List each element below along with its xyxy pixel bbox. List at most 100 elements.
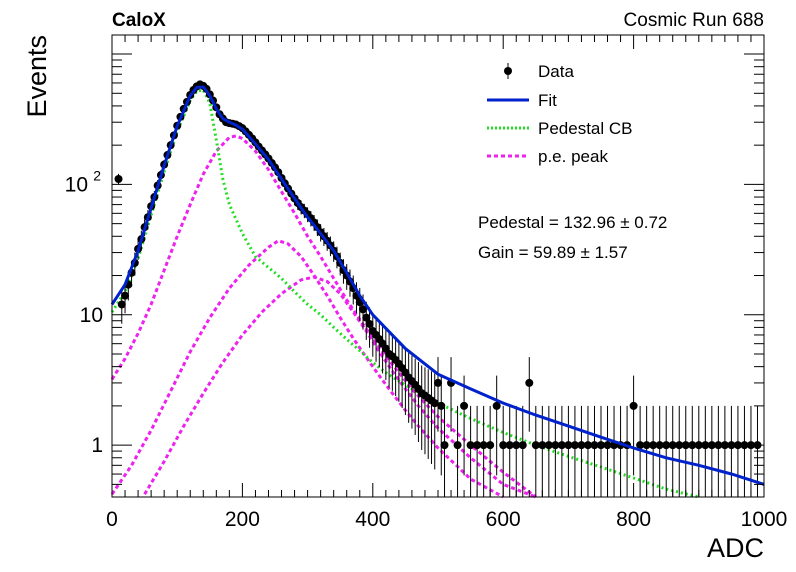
legend-label-data: Data [538, 62, 574, 81]
data-point-marker [570, 441, 579, 450]
data-point [629, 375, 638, 476]
legend-entry-fit: Fit [487, 91, 557, 110]
data-point-marker [359, 305, 368, 314]
legend: Data Fit Pedestal CB p.e. peak [487, 62, 633, 166]
pe-peak-curve-2 [110, 239, 504, 499]
axes-layer: 0 200 400 600 800 1000 1 10 10 2 [65, 35, 788, 531]
data-point [557, 405, 566, 497]
data-point-marker [114, 175, 123, 184]
legend-label-fit: Fit [538, 91, 557, 110]
data-point [668, 405, 677, 497]
data-point [430, 373, 439, 470]
data-point [486, 405, 495, 497]
data-point-marker [662, 441, 671, 450]
data-point [720, 405, 729, 497]
data-point-marker [473, 441, 482, 450]
x-tick-label: 200 [225, 508, 260, 531]
annotation-gain: Gain = 59.89 ± 1.57 [478, 243, 628, 262]
data-point [649, 405, 658, 497]
data-point [590, 405, 599, 497]
data-point [714, 405, 723, 497]
data-point-marker [453, 441, 462, 450]
experiment-label: CaloX [112, 10, 166, 31]
data-point [114, 173, 123, 185]
data-point [577, 405, 586, 497]
data-point-marker [577, 441, 586, 450]
data-point-marker [720, 441, 729, 450]
data-point-marker [365, 319, 374, 328]
data-point-marker [117, 300, 126, 309]
data-point-marker [688, 441, 697, 450]
data-point-marker [714, 441, 723, 450]
data-point-marker [430, 399, 439, 408]
data-point [675, 405, 684, 497]
data-point [531, 405, 540, 497]
data-point [694, 405, 703, 497]
data-point-marker [434, 378, 442, 387]
data-point [362, 301, 371, 340]
pedestal-cb-curve [110, 88, 700, 499]
data-point [512, 405, 521, 497]
data-point-marker [460, 401, 469, 410]
data-point [499, 405, 508, 497]
data-point-marker [629, 401, 638, 410]
data-point [603, 405, 612, 497]
data-point [525, 357, 534, 432]
data-point-marker [642, 441, 651, 450]
legend-entry-pe-peak: p.e. peak [487, 147, 608, 166]
data-point-marker [518, 441, 527, 450]
data-point [733, 405, 742, 497]
x-tick-label: 0 [106, 508, 118, 531]
data-point-marker [590, 441, 599, 450]
data-point-marker [727, 441, 736, 450]
data-point-marker [492, 401, 501, 410]
data-point-marker [499, 441, 508, 450]
data-point-marker [707, 441, 716, 450]
data-point-marker [668, 441, 677, 450]
y-tick-exponent: 2 [93, 167, 101, 183]
data-point [727, 405, 736, 497]
data-point [655, 405, 664, 497]
data-point-marker [681, 441, 690, 450]
data-point [394, 341, 403, 402]
data-point-marker [479, 441, 488, 450]
data-point [479, 405, 488, 497]
data-point-marker [121, 291, 130, 300]
x-tick-label: 600 [486, 508, 521, 531]
data-point [518, 405, 527, 497]
data-point-marker [505, 441, 514, 450]
data-point-marker [486, 441, 495, 450]
y-tick-label: 10 [65, 173, 88, 196]
data-point-marker [525, 378, 534, 387]
data-point-marker [437, 401, 446, 410]
data-point-marker [466, 441, 475, 450]
data-point-marker [603, 441, 612, 450]
legend-entry-data: Data [504, 62, 574, 81]
x-tick-label: 400 [355, 508, 390, 531]
data-point-marker [597, 441, 605, 450]
data-point-marker [531, 441, 540, 450]
data-point-marker [564, 441, 573, 450]
data-point-marker [675, 441, 684, 450]
legend-entry-pedestal-cb: Pedestal CB [487, 119, 633, 138]
data-point-marker [649, 441, 658, 450]
y-axis-label: Events [22, 35, 52, 118]
data-point-marker [544, 441, 553, 450]
data-point-marker [701, 441, 710, 450]
data-point [453, 405, 462, 497]
data-point [365, 307, 374, 348]
data-point-marker [733, 441, 742, 450]
data-point [121, 282, 130, 314]
data-point-marker [583, 441, 592, 450]
data-point [440, 405, 449, 497]
data-point [505, 405, 514, 497]
data-point [583, 405, 592, 497]
data-point [701, 405, 710, 497]
data-point [388, 335, 397, 391]
x-tick-label: 1000 [741, 508, 788, 531]
data-point-marker [538, 441, 547, 450]
data-point-marker [512, 441, 521, 450]
data-point [538, 405, 547, 497]
